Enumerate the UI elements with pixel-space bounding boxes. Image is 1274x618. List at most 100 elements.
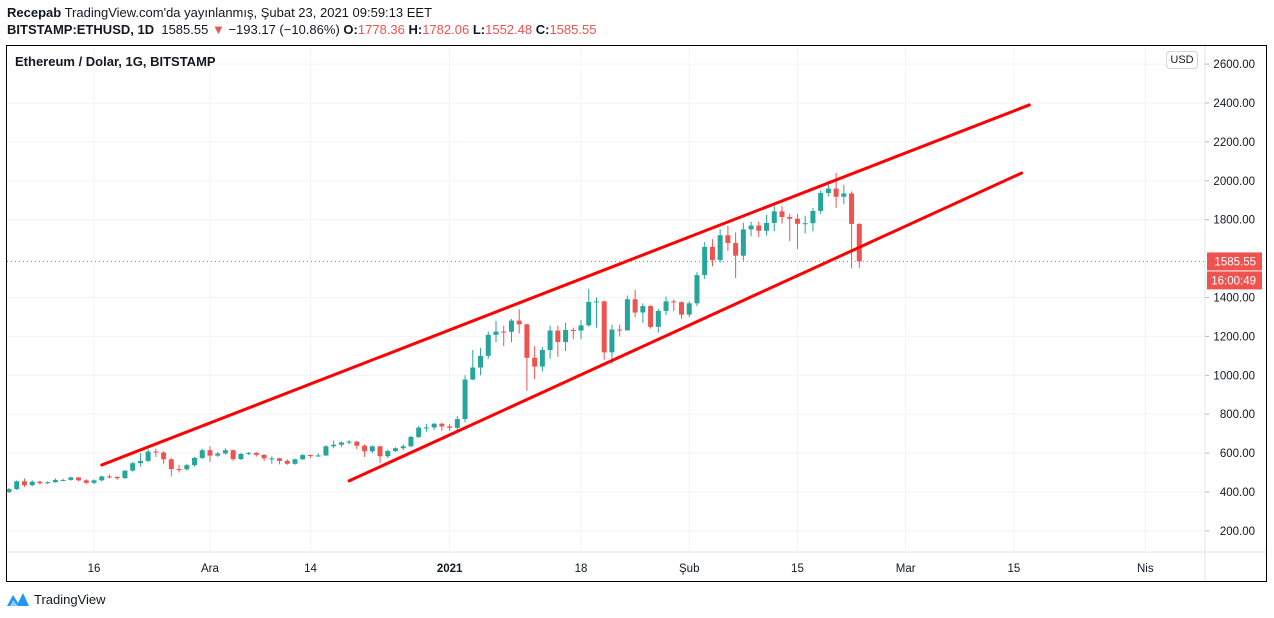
low-label: L: bbox=[472, 22, 486, 37]
candle-down bbox=[21, 478, 27, 488]
candle-up bbox=[609, 324, 615, 364]
candle-body bbox=[168, 459, 174, 470]
footer-brand-label: TradingView bbox=[34, 591, 106, 607]
candle-up bbox=[68, 476, 74, 481]
candle-body bbox=[60, 479, 66, 481]
candle-down bbox=[176, 464, 182, 473]
candle-down bbox=[725, 225, 731, 251]
candle-body bbox=[106, 476, 112, 478]
candle-body bbox=[555, 330, 561, 343]
candle-down bbox=[307, 454, 313, 458]
chart-legend: Ethereum / Dolar, 1G, BITSTAMP bbox=[15, 54, 216, 69]
plot-area bbox=[7, 103, 1031, 493]
candle-body bbox=[176, 469, 182, 471]
candle-up bbox=[14, 480, 20, 491]
trendline-lower-channel bbox=[347, 171, 1024, 483]
candle-body bbox=[315, 455, 321, 457]
candle-up bbox=[45, 481, 51, 485]
candle-up bbox=[547, 325, 553, 359]
candle-body bbox=[470, 367, 476, 380]
candle-body bbox=[83, 480, 89, 483]
candle-body bbox=[114, 476, 120, 479]
candle-up bbox=[686, 301, 692, 317]
open-label: O: bbox=[343, 22, 358, 37]
candle-up bbox=[346, 439, 352, 445]
candle-body bbox=[810, 210, 816, 224]
close-value: 1585.55 bbox=[549, 22, 597, 37]
x-tick-label: Nis bbox=[1137, 563, 1154, 575]
x-tick-label: 2021 bbox=[437, 563, 463, 575]
y-tick-label: 600.00 bbox=[1220, 448, 1255, 460]
candle-body bbox=[207, 450, 213, 456]
candle-up bbox=[238, 453, 244, 460]
candle-down bbox=[756, 221, 762, 238]
candle-down bbox=[794, 213, 800, 249]
candle-body bbox=[215, 453, 221, 456]
candle-down bbox=[76, 476, 82, 482]
candle-down bbox=[570, 327, 576, 340]
candle-body bbox=[609, 329, 615, 353]
candle-body bbox=[91, 480, 97, 483]
candle-body bbox=[323, 446, 329, 456]
down-arrow-icon: ▼ bbox=[211, 22, 225, 37]
candle-body bbox=[516, 320, 522, 325]
candle-body bbox=[354, 441, 360, 446]
candle-body bbox=[369, 446, 375, 452]
publish-text: TradingView.com'da yayınlanmış, Şubat 23… bbox=[64, 5, 433, 20]
candle-down bbox=[253, 452, 259, 457]
candle-body bbox=[563, 329, 569, 343]
candle-body bbox=[277, 458, 283, 461]
candle-body bbox=[408, 436, 414, 447]
candle-down bbox=[284, 459, 290, 465]
close-label: C: bbox=[535, 22, 550, 37]
symbol-label: BITSTAMP:ETHUSD, 1D bbox=[7, 22, 155, 37]
candle-body bbox=[501, 331, 507, 333]
candle-body bbox=[686, 303, 692, 315]
y-tick-label: 2600.00 bbox=[1213, 59, 1255, 71]
candle-up bbox=[578, 319, 584, 340]
y-tick-label: 1000.00 bbox=[1213, 370, 1255, 382]
x-tick-label: Şub bbox=[679, 563, 699, 575]
candle-up bbox=[300, 453, 306, 460]
candle-body bbox=[199, 450, 205, 458]
author-name[interactable]: Recepab bbox=[7, 5, 62, 20]
candle-body bbox=[756, 225, 762, 231]
candle-down bbox=[354, 441, 360, 450]
candle-body bbox=[462, 379, 468, 420]
footer-brand[interactable]: TradingView bbox=[6, 591, 106, 607]
candle-down bbox=[524, 323, 530, 391]
currency-button[interactable]: USD bbox=[1166, 51, 1198, 69]
candle-up bbox=[137, 453, 143, 467]
last-price-badge bbox=[1207, 252, 1262, 271]
x-tick-label: Ara bbox=[201, 563, 220, 575]
candle-body bbox=[733, 243, 739, 256]
candle-body bbox=[385, 450, 391, 457]
candle-body bbox=[130, 463, 136, 471]
candle-body bbox=[478, 355, 484, 368]
y-tick-label: 800.00 bbox=[1220, 409, 1255, 421]
candle-body bbox=[539, 350, 545, 367]
candle-body bbox=[192, 457, 198, 466]
candle-body bbox=[740, 229, 746, 256]
candle-body bbox=[137, 460, 143, 464]
candle-body bbox=[393, 448, 398, 451]
candle-body bbox=[679, 302, 685, 315]
candle-up bbox=[655, 309, 661, 333]
y-tick-label: 1200.00 bbox=[1213, 331, 1255, 343]
candle-up bbox=[269, 456, 275, 464]
y-tick-label: 2200.00 bbox=[1213, 137, 1255, 149]
candle-up bbox=[810, 208, 816, 232]
y-tick-label: 400.00 bbox=[1220, 487, 1255, 499]
candle-up bbox=[586, 288, 592, 327]
candle-body bbox=[261, 454, 267, 459]
candle-body bbox=[423, 427, 429, 429]
candle-body bbox=[292, 459, 298, 464]
candle-body bbox=[849, 193, 855, 224]
candle-down bbox=[83, 479, 89, 485]
candle-up bbox=[539, 347, 545, 372]
candle-body bbox=[454, 419, 460, 428]
candle-up bbox=[640, 303, 646, 323]
candle-body bbox=[68, 477, 74, 480]
candle-body bbox=[145, 451, 151, 461]
